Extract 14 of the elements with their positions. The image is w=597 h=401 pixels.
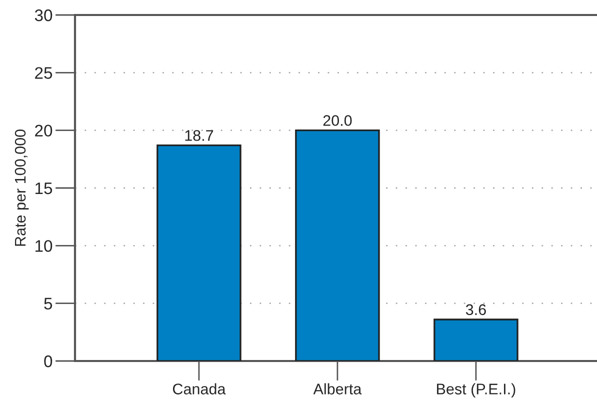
y-tick-label: 10 <box>36 240 52 252</box>
y-tick-label: 30 <box>34 9 52 22</box>
x-tick-label: Alberta <box>313 383 362 394</box>
y-tick-label: 20 <box>35 124 52 137</box>
data-label: 18.7 <box>185 130 214 141</box>
y-tick-label: 5 <box>44 298 52 310</box>
data-label: 20.0 <box>323 115 352 126</box>
y-axis-title: Rate per 100,000 <box>14 130 29 246</box>
x-tick-label: Best (P.E.I.) <box>437 383 516 398</box>
x-tick-label: Canada <box>172 383 226 394</box>
data-label: 3.6 <box>466 304 486 316</box>
y-tick-label: 25 <box>35 67 52 79</box>
y-tick-label: 15 <box>36 182 52 194</box>
y-tick-label: 0 <box>44 355 52 368</box>
